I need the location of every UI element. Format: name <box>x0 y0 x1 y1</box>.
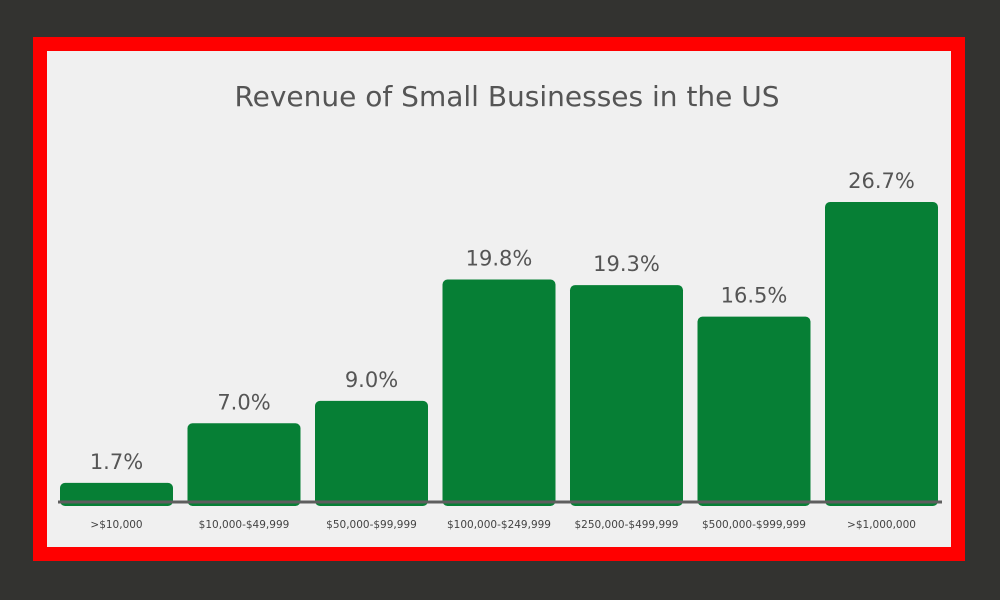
tick-label-6: >$1,000,000 <box>847 519 916 531</box>
value-label-6: 26.7% <box>848 169 915 193</box>
value-label-2: 9.0% <box>345 368 398 392</box>
value-label-3: 19.8% <box>466 247 533 271</box>
tick-label-1: $10,000-$49,999 <box>199 519 290 531</box>
bar-3 <box>442 279 556 506</box>
value-label-1: 7.0% <box>217 390 270 414</box>
value-label-0: 1.7% <box>90 450 143 474</box>
value-label-5: 16.5% <box>721 284 788 308</box>
tick-label-0: >$10,000 <box>90 519 142 531</box>
chart-title: Revenue of Small Businesses in the US <box>234 80 779 113</box>
tick-labels-group: >$10,000 $10,000-$49,999 $50,000-$99,999 $1… <box>90 519 916 531</box>
tick-label-5: $500,000-$999,999 <box>702 519 806 531</box>
bar-4 <box>570 285 683 506</box>
value-labels-group: 1.7% 7.0% 9.0% 19.8% 19.3% 16.5% 26.7% <box>90 169 915 474</box>
bars-group <box>60 202 938 506</box>
value-label-4: 19.3% <box>593 252 660 276</box>
tick-label-4: $250,000-$499,999 <box>575 519 679 531</box>
bar-0 <box>60 482 173 506</box>
bar-6 <box>825 202 938 506</box>
tick-label-2: $50,000-$99,999 <box>326 519 417 531</box>
bar-1 <box>187 423 301 506</box>
tick-label-3: $100,000-$249,999 <box>447 519 551 531</box>
bar-5 <box>697 316 811 506</box>
bar-2 <box>315 400 428 506</box>
